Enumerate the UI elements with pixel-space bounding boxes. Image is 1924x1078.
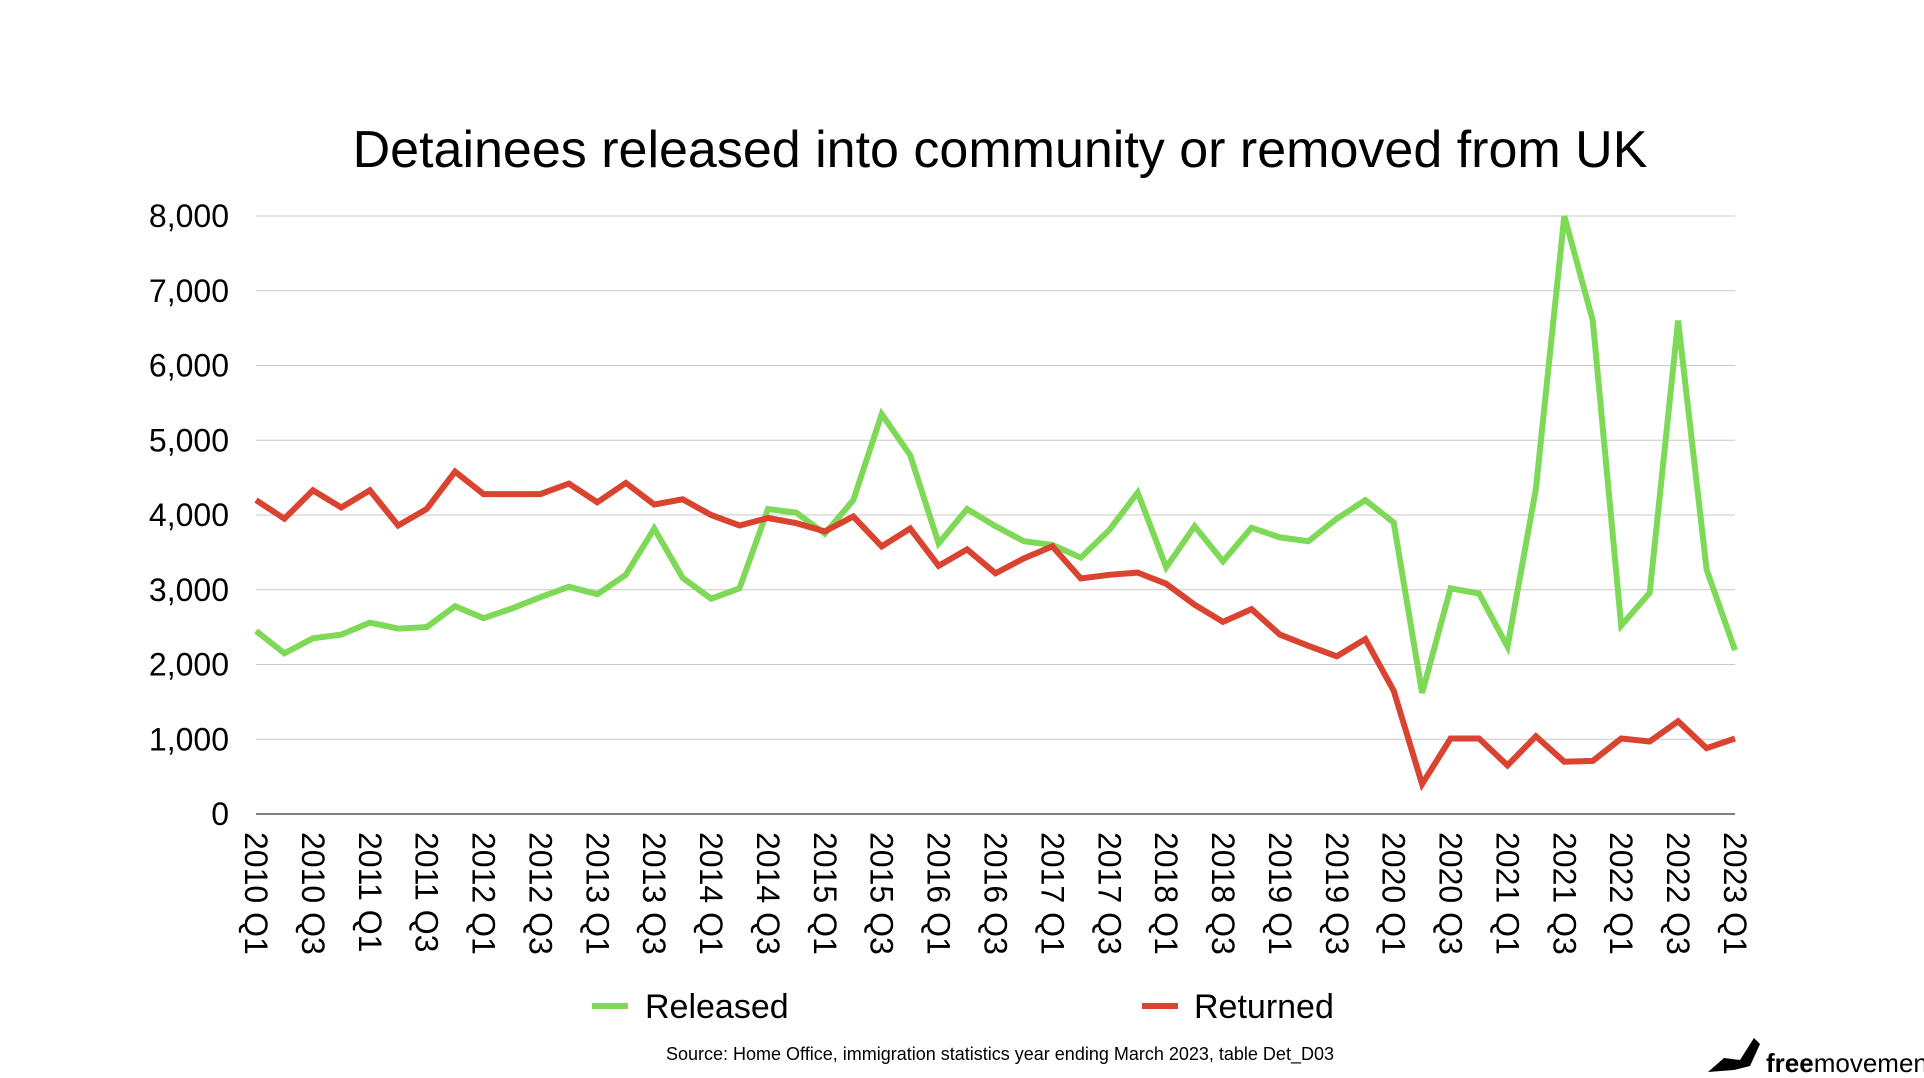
legend-label-returned: Returned (1194, 988, 1334, 1026)
x-axis-ticks: 2010 Q1 2010 Q3 2011 Q1 2011 Q3 2012 Q1 2012 … (238, 832, 1753, 955)
y-tick-label: 7,000 (149, 273, 229, 309)
y-tick-label: 6,000 (149, 348, 229, 384)
x-tick-label: 2017 Q3 (1091, 832, 1127, 955)
x-tick-label: 2014 Q1 (693, 832, 729, 955)
y-tick-label: 1,000 (149, 721, 229, 757)
x-tick-label: 2021 Q3 (1546, 832, 1582, 955)
x-tick-label: 2011 Q1 (352, 832, 388, 952)
x-tick-label: 2016 Q3 (978, 832, 1014, 955)
x-tick-label: 2017 Q1 (1034, 832, 1070, 955)
x-tick-label: 2021 Q1 (1489, 832, 1525, 955)
x-tick-label: 2020 Q1 (1376, 832, 1412, 955)
x-tick-label: 2019 Q3 (1319, 832, 1355, 955)
y-tick-label: 8,000 (149, 198, 229, 234)
chart-title: Detainees released into community or rem… (353, 121, 1648, 179)
x-tick-label: 2010 Q3 (295, 832, 331, 955)
series-line-returned (254, 467, 1736, 792)
x-tick-label: 2011 Q3 (409, 832, 445, 952)
x-tick-label: 2018 Q1 (1148, 832, 1184, 955)
series-line-released (254, 215, 1738, 694)
x-tick-label: 2015 Q1 (807, 832, 843, 955)
x-tick-label: 2014 Q3 (750, 832, 786, 955)
x-tick-label: 2012 Q1 (466, 832, 502, 955)
legend: Released Returned (592, 988, 1334, 1026)
x-tick-label: 2022 Q3 (1660, 832, 1696, 955)
brand-name: freemovement (1766, 1048, 1924, 1078)
x-tick-label: 2019 Q1 (1262, 832, 1298, 955)
x-tick-label: 2012 Q3 (522, 832, 558, 955)
x-tick-label: 2013 Q1 (579, 832, 615, 955)
x-tick-label: 2023 Q1 (1717, 832, 1753, 955)
bird-icon (1708, 1038, 1760, 1072)
x-tick-label: 2010 Q1 (238, 832, 274, 955)
y-tick-label: 5,000 (149, 422, 229, 458)
x-tick-label: 2020 Q3 (1433, 832, 1469, 955)
x-tick-label: 2015 Q3 (864, 832, 900, 955)
x-tick-label: 2016 Q1 (921, 832, 957, 955)
x-tick-label: 2013 Q3 (636, 832, 672, 955)
x-tick-label: 2022 Q1 (1603, 832, 1639, 955)
x-tick-label: 2018 Q3 (1205, 832, 1241, 955)
y-tick-label: 0 (211, 796, 229, 832)
y-tick-label: 2,000 (149, 647, 229, 683)
series-lines (254, 215, 1738, 792)
y-axis-ticks: 0 1,000 2,000 3,000 4,000 5,000 6,000 7,000 8,00… (149, 198, 229, 832)
gridlines (256, 215, 1735, 740)
brand-logo: freemovement (1708, 1038, 1924, 1078)
source-note: Source: Home Office, immigration statist… (666, 1044, 1334, 1065)
y-tick-label: 3,000 (149, 572, 229, 608)
y-tick-label: 4,000 (149, 497, 229, 533)
legend-label-released: Released (645, 988, 789, 1026)
